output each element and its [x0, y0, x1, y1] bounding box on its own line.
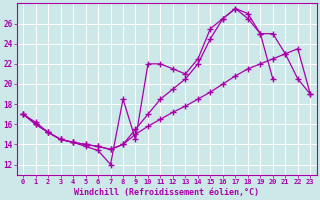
X-axis label: Windchill (Refroidissement éolien,°C): Windchill (Refroidissement éolien,°C) [74, 188, 259, 197]
